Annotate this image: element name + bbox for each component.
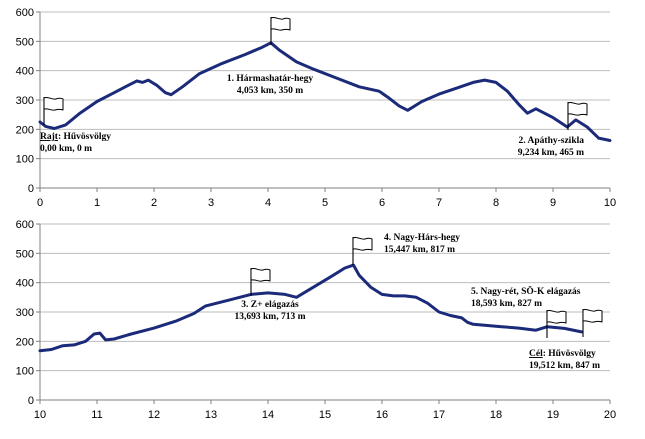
checkpoint-flag-icon	[43, 96, 64, 125]
checkpoint-annotation: Cél: Hűvösvölgy	[529, 349, 596, 359]
x-tick-label: 7	[436, 197, 442, 209]
y-tick-label: 100	[16, 366, 34, 378]
x-tick-label: 1	[94, 197, 100, 209]
y-tick-label: 200	[16, 124, 34, 136]
y-tick-label: 400	[16, 66, 34, 78]
checkpoint-annotation: 1. Hármashatár-hegy	[227, 74, 313, 84]
y-tick-label: 0	[28, 183, 34, 195]
chart-2: 0 100 200 300 400 500 600 10 11 12 13 14 15 16 17 18 19 2…	[16, 219, 616, 421]
x-tick-label: 19	[547, 409, 559, 421]
checkpoint-annotation: 9,234 km, 465 m	[518, 148, 584, 158]
elevation-series-line	[38, 263, 583, 353]
checkpoint-flag-icon	[250, 267, 271, 296]
x-tick-label: 3	[208, 197, 214, 209]
checkpoint-annotation: 2. Apáthy-szikla	[519, 136, 585, 146]
x-tick-label: 6	[379, 197, 385, 209]
checkpoint-annotation: 0,00 km, 0 m	[40, 144, 92, 154]
x-tick-label: 0	[37, 197, 43, 209]
checkpoint-flag-icon	[582, 308, 603, 337]
checkpoint-annotation: 4,053 km, 350 m	[237, 86, 303, 96]
y-tick-label: 500	[16, 248, 34, 260]
checkpoint-annotation: Rajt: Hűvösvölgy	[40, 132, 111, 142]
checkpoint-annotation: 19,512 km, 847 m	[529, 361, 600, 371]
checkpoint-flag-icon	[270, 16, 291, 45]
x-tick-label: 17	[433, 409, 445, 421]
chart-1: 0 100 200 300 400 500 600 0 1 2 3 4 5 6 7 8 9 10 Rajt: Hűv…	[16, 7, 616, 209]
x-tick-label: 9	[550, 197, 556, 209]
x-tick-label: 15	[319, 409, 331, 421]
checkpoint-flag-icon	[352, 236, 373, 265]
checkpoint-flag-icon	[567, 101, 588, 130]
x-tick-label: 5	[322, 197, 328, 209]
checkpoint-annotation: 13,693 km, 713 m	[235, 312, 306, 322]
x-tick-label: 16	[376, 409, 388, 421]
y-tick-label: 600	[16, 219, 34, 231]
y-tick-label: 100	[16, 154, 34, 166]
checkpoint-flag-icon	[546, 309, 567, 338]
x-tick-label: 10	[34, 409, 46, 421]
x-tick-label: 18	[490, 409, 502, 421]
x-tick-label: 14	[262, 409, 274, 421]
x-tick-label: 10	[604, 197, 616, 209]
y-tick-label: 300	[16, 95, 34, 107]
x-tick-label: 12	[148, 409, 160, 421]
checkpoint-annotation: 5. Nagy-rét, SÖ-K elágazás	[471, 284, 581, 297]
checkpoint-annotation: 18,593 km, 827 m	[471, 299, 542, 309]
x-tick-label: 2	[151, 197, 157, 209]
elevation-series-line	[38, 41, 612, 142]
y-tick-label: 300	[16, 307, 34, 319]
y-tick-label: 0	[28, 395, 34, 407]
checkpoint-annotation: 4. Nagy-Hárs-hegy	[384, 233, 460, 243]
y-tick-label: 500	[16, 36, 34, 48]
checkpoint-annotation: 15,447 km, 817 m	[384, 245, 455, 255]
y-tick-label: 600	[16, 7, 34, 19]
checkpoint-annotation: 3. Z+ elágazás	[241, 300, 299, 310]
x-tick-label: 20	[604, 409, 616, 421]
x-tick-label: 13	[205, 409, 217, 421]
x-tick-label: 4	[265, 197, 271, 209]
x-tick-label: 8	[493, 197, 499, 209]
x-tick-label: 11	[91, 409, 102, 421]
y-tick-label: 200	[16, 336, 34, 348]
y-tick-label: 400	[16, 278, 34, 290]
